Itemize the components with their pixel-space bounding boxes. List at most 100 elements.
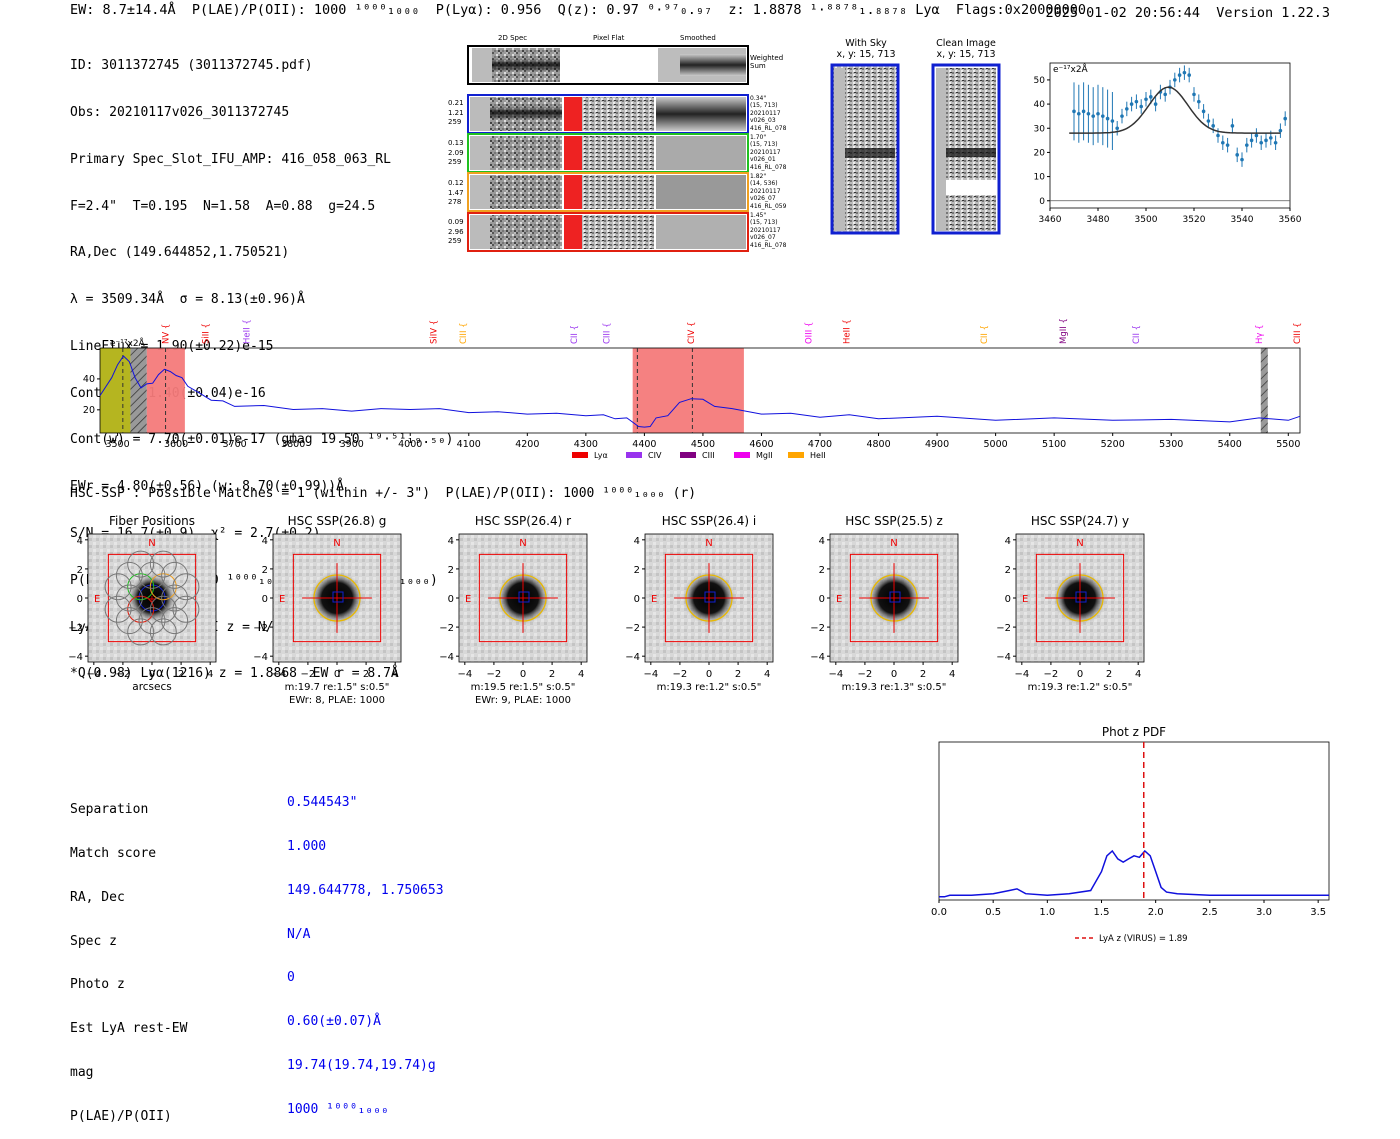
match-label: Est LyA rest-EW: [70, 1021, 188, 1037]
data-point: [1225, 143, 1230, 147]
match-value: 1.000: [287, 838, 327, 854]
x-tick-label: 5400: [1218, 439, 1242, 450]
match-value: 0.60(±0.07)Å: [287, 1014, 381, 1030]
north-label: N: [1076, 538, 1083, 549]
col-label-smoothed: Smoothed: [680, 34, 716, 42]
match-value: N/A: [287, 926, 311, 942]
y-tick-label: 20: [83, 405, 95, 416]
y-tick-label: 20: [1034, 148, 1046, 158]
data-point: [1245, 143, 1249, 147]
panel-caption: m:19.3 re:1.3" s:0.5": [842, 682, 947, 693]
legend-label: Lyα: [594, 451, 608, 460]
data-point: [1077, 111, 1081, 116]
x-tick-label: −2: [116, 669, 131, 680]
row-label-right-3: 1.82" (14, 536) 20210117 v026_07 416_RL_059: [750, 173, 786, 210]
cutout-graphics: [467, 45, 1001, 252]
x-tick-label: 4: [392, 669, 398, 680]
x-tick-label: 4: [207, 669, 213, 680]
x-tick-label: 0.5: [985, 907, 1001, 918]
north-label: N: [705, 538, 712, 549]
x-tick-label: −4: [643, 669, 658, 680]
data-point: [1139, 104, 1143, 109]
y-tick-label: −4: [625, 652, 640, 663]
data-point: [1273, 140, 1278, 145]
y-tick-label: 0: [262, 594, 268, 605]
line-label: CIII {: [459, 322, 469, 344]
line-label: Hγ {: [1255, 324, 1265, 344]
value: 416_RL_078: [750, 163, 787, 171]
cutout-edge: [470, 136, 490, 170]
x-tick-label: −2: [858, 669, 873, 680]
region-red: [632, 348, 744, 433]
line-label: CII {: [980, 325, 990, 344]
y-tick-label: 2: [77, 565, 83, 576]
legend-swatch: [572, 452, 588, 458]
x-tick-label: 4300: [574, 439, 598, 450]
y-tick-label: −4: [996, 652, 1011, 663]
x-tick-label: 4000: [398, 439, 422, 450]
y-tick-label: −2: [996, 623, 1011, 634]
position-box: [518, 591, 530, 603]
data-point: [1072, 109, 1076, 114]
cutout-smoothed: [656, 175, 746, 209]
x-tick-label: 4100: [457, 439, 481, 450]
y-tick-label: 40: [1034, 100, 1046, 110]
match-label: P(LAE)/P(OII): [70, 1108, 172, 1124]
legend-swatch: [788, 452, 804, 458]
data-point: [1163, 92, 1167, 97]
value: v026_07: [750, 195, 776, 203]
y-tick-label: −4: [439, 652, 454, 663]
east-label: E: [1022, 594, 1028, 605]
match-value: 1000 ¹⁰⁰⁰₁₀₀₀: [287, 1101, 389, 1117]
data-point: [1254, 133, 1259, 138]
x-tick-label: 3900: [340, 439, 364, 450]
cutout-edge: [470, 215, 490, 249]
x-tick-label: 3460: [1039, 215, 1062, 225]
data-point: [1211, 124, 1215, 128]
aperture-box: [849, 553, 939, 643]
x-tick-label: 4600: [749, 439, 773, 450]
x-tick-label: 3.0: [1256, 907, 1272, 918]
info-line: EWr = 4.80(±0.56) (w: 8.70(±0.99))Å: [70, 479, 344, 495]
east-label: E: [94, 594, 100, 605]
info-line: λ = 3509.34Å σ = 8.13(±0.96)Å: [70, 292, 305, 308]
data-point: [1177, 73, 1182, 77]
x-tick-label: 5000: [984, 439, 1008, 450]
bad-column: [564, 136, 582, 170]
x-tick-label: 5300: [1159, 439, 1183, 450]
north-label: N: [890, 538, 897, 549]
cutout-edge: [470, 175, 490, 209]
unit-label: e⁻¹⁷x2Å: [110, 337, 146, 349]
x-tick-label: 5100: [1042, 439, 1066, 450]
with-sky-label: With Sky x, y: 15, 713: [832, 38, 900, 60]
fiber-circle: [138, 561, 166, 589]
hsc-panel-0: Fiber Positions N E + −4−4 −2 −2 0 0 2 2 4 4 arcsecs: [68, 514, 217, 693]
match-label: Photo z: [70, 977, 125, 993]
y-tick-label: 0: [448, 594, 454, 605]
east-label: E: [465, 594, 471, 605]
value: Clean Image: [936, 38, 996, 49]
value: x, y: 15, 713: [836, 49, 896, 60]
east-label: E: [279, 594, 285, 605]
line-label: HeII {: [242, 319, 252, 344]
x-tick-label: −4: [271, 669, 286, 680]
legend-label: HeII: [810, 451, 826, 460]
value: 20210117: [750, 187, 781, 195]
line-label: MgII {: [1059, 318, 1069, 344]
value: With Sky: [845, 38, 887, 49]
aperture-box: [292, 553, 382, 643]
x-tick-label: 0: [520, 669, 526, 680]
y-tick-label: 4: [819, 536, 825, 547]
x-tick-label: 3500: [105, 439, 129, 450]
line-label: CIII {: [602, 322, 612, 344]
value: (15, 713): [750, 141, 778, 149]
row-label-right-1: 0.34" (15, 713) 20210117 v026_03 416_RL_078: [750, 95, 786, 132]
x-tick-label: 5500: [1276, 439, 1300, 450]
match-label: Match score: [70, 845, 157, 861]
data-point: [1192, 92, 1196, 97]
value: 1.45": [750, 212, 767, 219]
data-point: [1264, 138, 1268, 143]
data-point: [1110, 119, 1115, 123]
fiber-circle: [104, 595, 132, 623]
